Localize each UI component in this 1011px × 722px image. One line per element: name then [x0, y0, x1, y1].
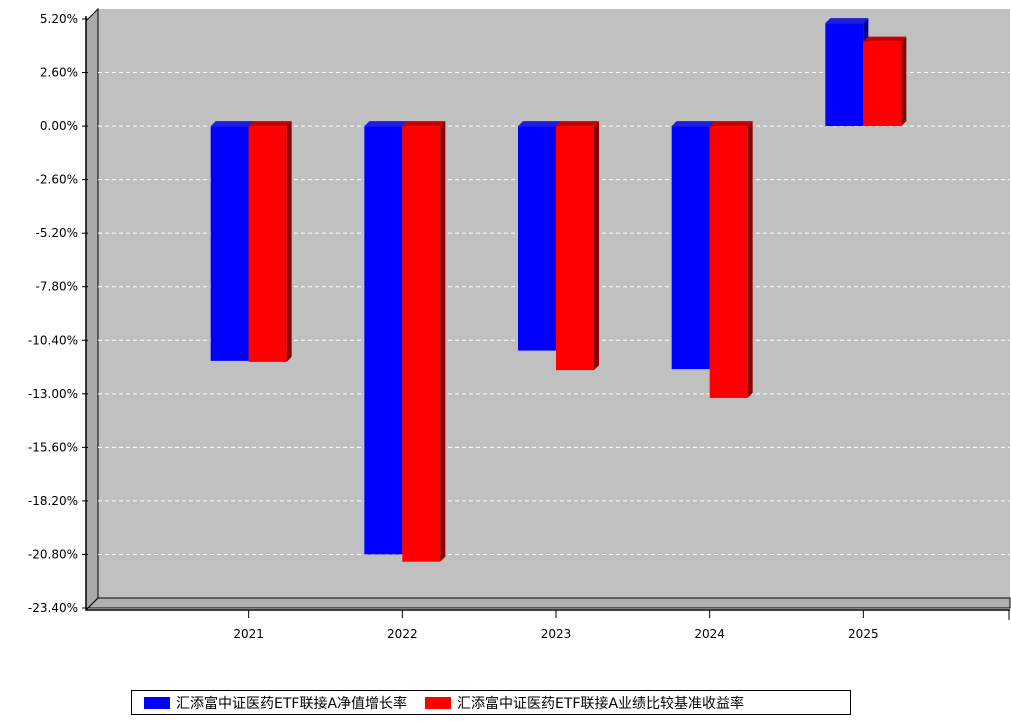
legend-swatch-blue [144, 696, 170, 709]
bar-side [286, 121, 292, 362]
bar-top [825, 18, 869, 24]
bar-front [210, 126, 249, 361]
legend-item-benchmark: 汇添富中证医药ETF联接A业绩比较基准收益率 [425, 693, 744, 713]
legend-label-benchmark: 汇添富中证医药ETF联接A业绩比较基准收益率 [457, 695, 745, 712]
x-tick-label: 2023 [541, 627, 572, 641]
bar-front [364, 126, 403, 555]
y-tick-label: -15.60% [28, 440, 78, 454]
bar-front [402, 126, 441, 562]
bar-front [248, 126, 287, 362]
legend: 汇添富中证医药ETF联接A净值增长率 汇添富中证医药ETF联接A业绩比较基准收益… [131, 690, 851, 715]
bar-side [901, 36, 907, 127]
bar-top [402, 121, 446, 127]
y-tick-label: 5.20% [40, 12, 78, 26]
bar-top [863, 36, 907, 42]
x-tick-label: 2022 [387, 627, 418, 641]
y-tick-label: -7.80% [36, 280, 78, 294]
y-tick-label: -5.20% [36, 226, 78, 240]
legend-swatch-red [425, 696, 452, 709]
bar-side [594, 121, 599, 371]
bar-top [248, 121, 292, 127]
bar-top [671, 121, 715, 127]
left-wall [85, 7, 99, 612]
y-tick-label: 0.00% [40, 119, 78, 133]
y-tick-label: -10.40% [28, 333, 78, 347]
y-tick-label: -23.40% [28, 601, 78, 615]
bar-top [518, 121, 561, 127]
bar-front [825, 23, 864, 127]
floor [86, 597, 1011, 609]
y-tick-label: -2.60% [36, 173, 78, 187]
y-tick-label: -20.80% [28, 547, 78, 561]
bar-side [440, 121, 446, 562]
bar-front [709, 126, 748, 398]
y-tick-label: -18.20% [28, 494, 78, 508]
y-tick-label: -13.00% [28, 387, 78, 401]
bar-side [747, 121, 753, 398]
legend-item-nav-growth: 汇添富中证医药ETF联接A净值增长率 [144, 693, 407, 713]
bar-top [364, 121, 408, 127]
bar-front [518, 126, 556, 351]
x-tick-label: 2021 [233, 627, 264, 641]
legend-label-nav-growth: 汇添富中证医药ETF联接A净值增长率 [176, 695, 408, 712]
bar-top [210, 121, 254, 127]
bar-top [556, 121, 599, 127]
bar-front [863, 41, 902, 127]
bar-front [556, 126, 594, 371]
x-tick-label: 2024 [694, 627, 725, 641]
x-tick-label: 2025 [848, 627, 879, 641]
bar-front [671, 126, 710, 370]
y-tick-label: 2.60% [40, 66, 78, 80]
bar-top [709, 121, 753, 127]
